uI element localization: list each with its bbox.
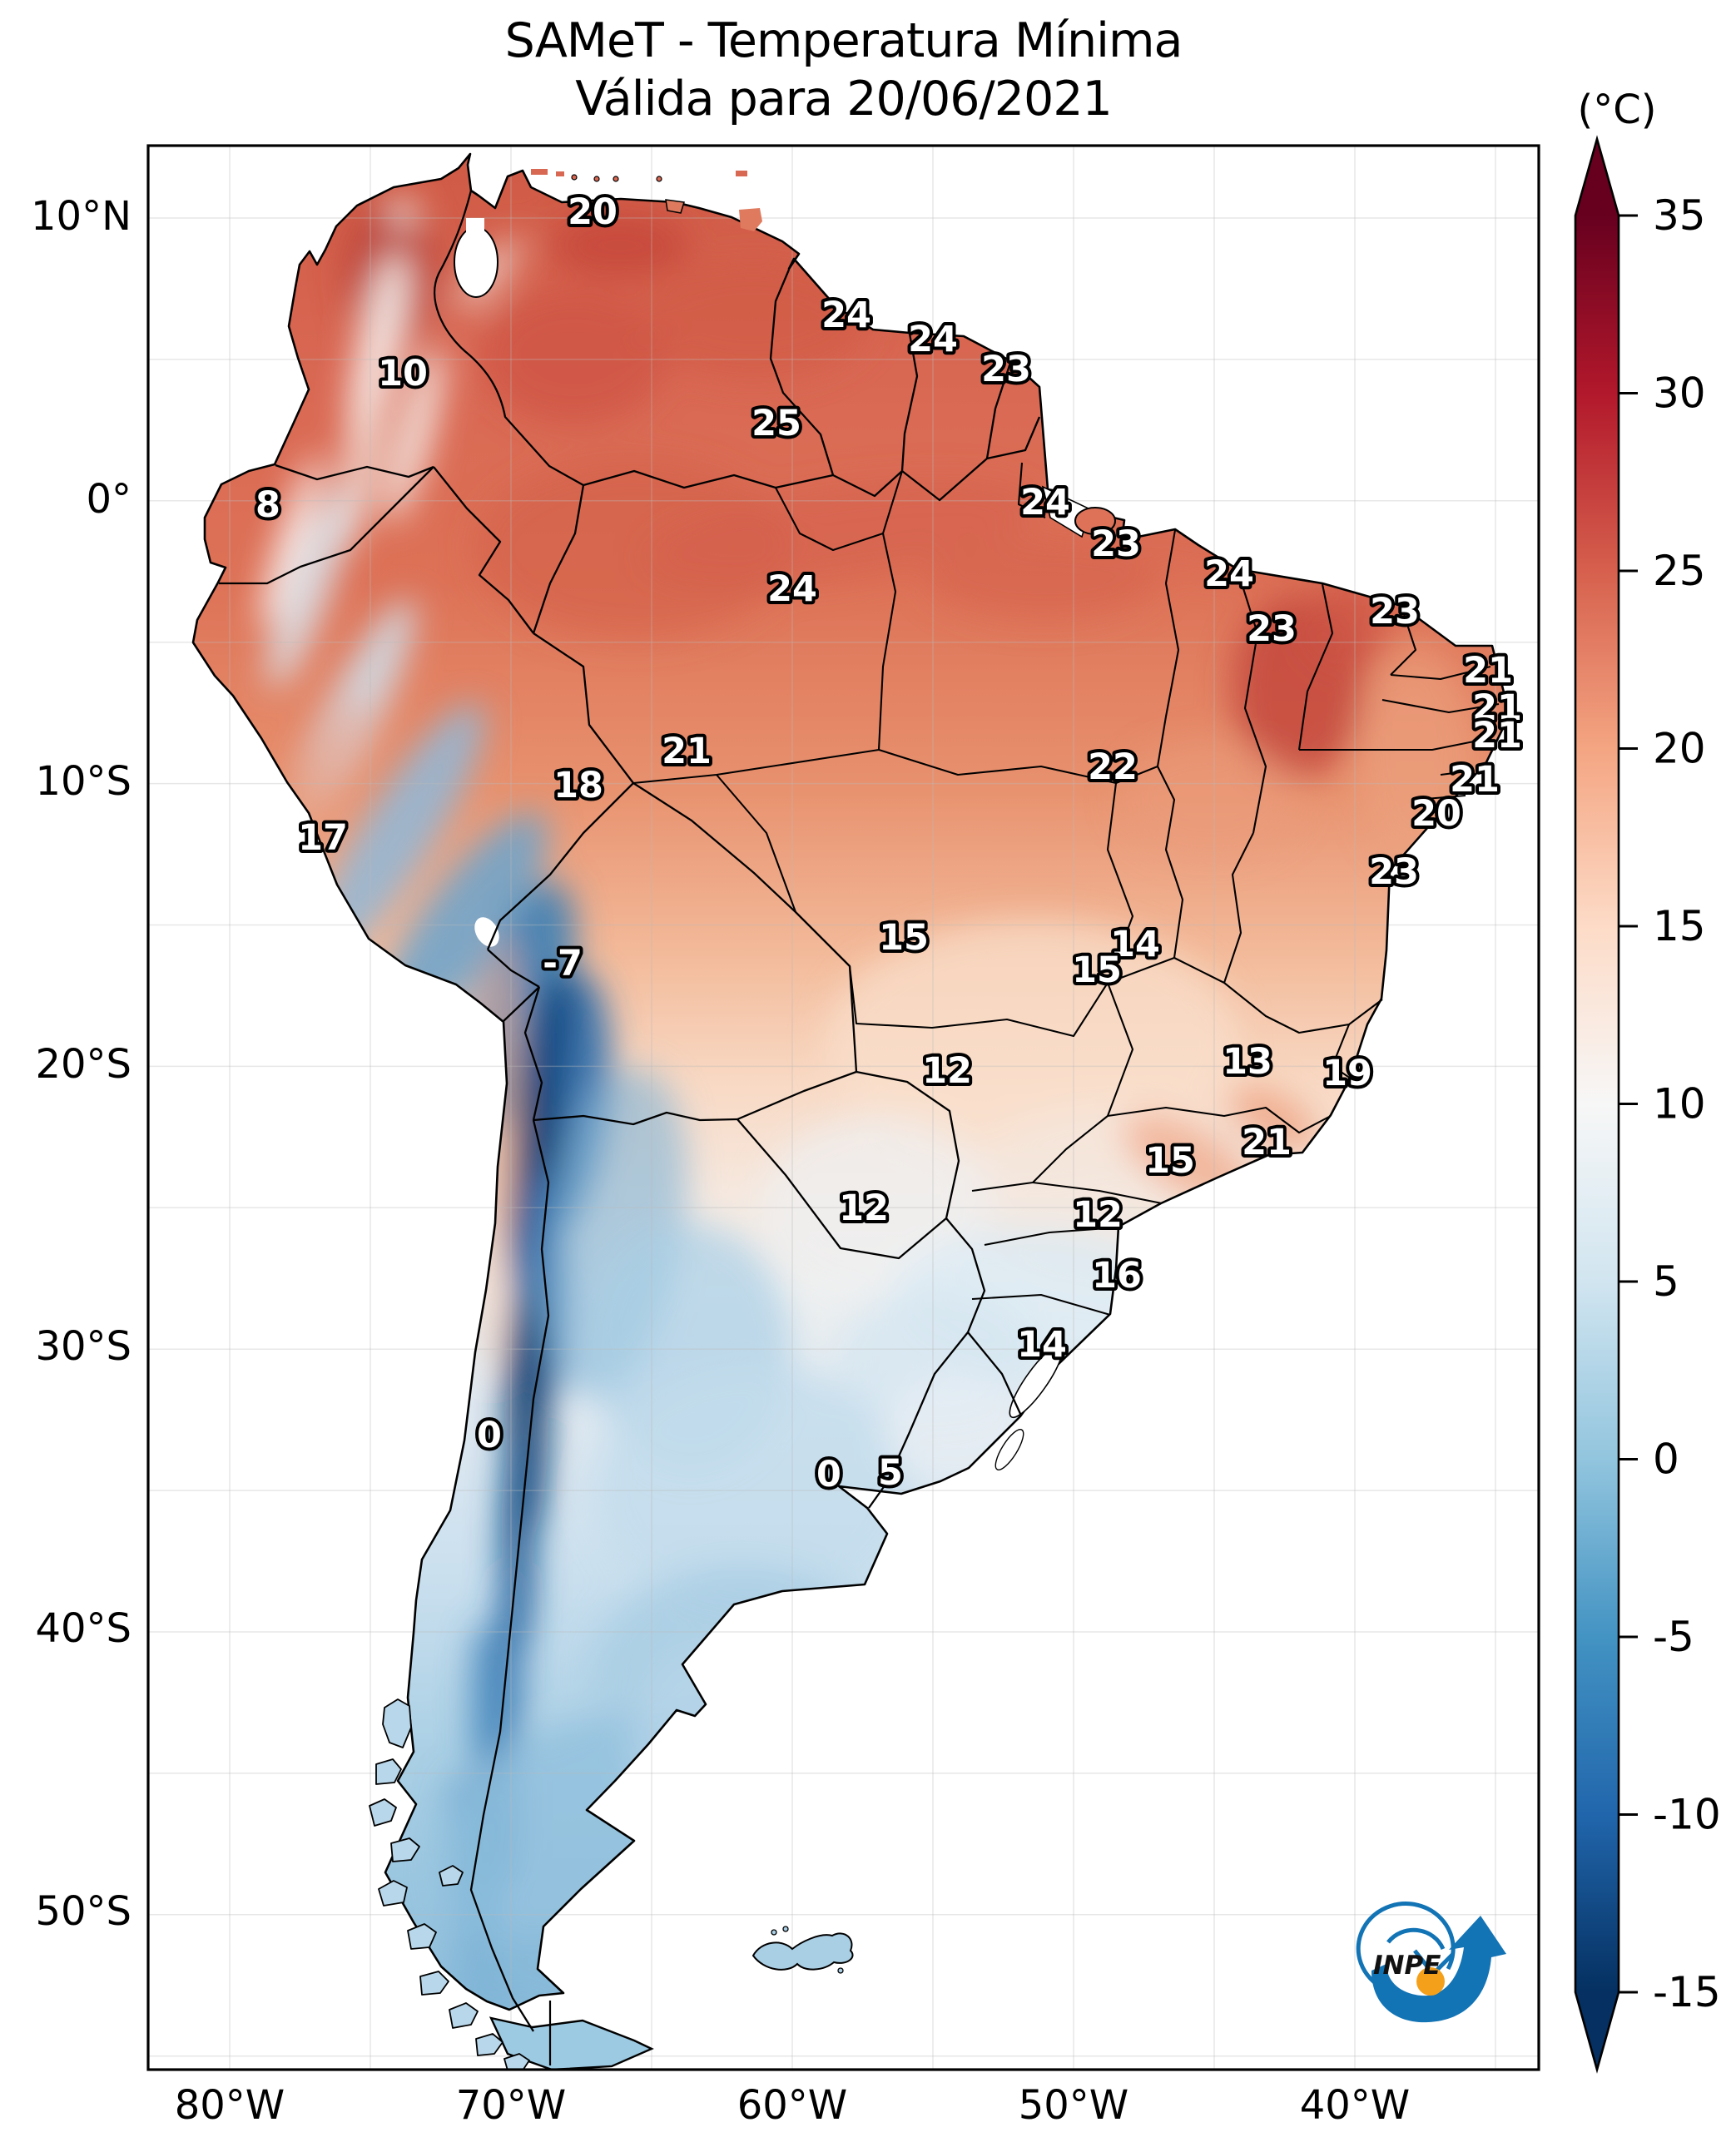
map-temp-label: 15	[1072, 950, 1122, 991]
colorbar-tick-label: 5	[1653, 1257, 1679, 1306]
y-axis-tick-label: 50°S	[35, 1888, 131, 1935]
map-temp-label: 21	[1242, 1122, 1292, 1163]
y-axis-tick-label: 10°N	[31, 193, 131, 240]
map-temp-label: 5	[878, 1452, 903, 1494]
margarita-island	[665, 199, 685, 214]
inpe-logo: INPE	[1356, 1902, 1506, 2023]
map-temp-label: -7	[543, 943, 583, 984]
colorbar-tick-label: -5	[1653, 1613, 1694, 1661]
map-temp-label: 24	[767, 568, 817, 610]
map-temp-label: 24	[1204, 553, 1254, 595]
colorbar-unit-label: (°C)	[1577, 87, 1657, 133]
caribbean-islets	[531, 169, 747, 182]
map-temp-label: 16	[1092, 1255, 1142, 1297]
colorbar-tick-label: 0	[1653, 1435, 1679, 1484]
map-temp-label: 23	[1369, 851, 1419, 893]
x-axis-tick-label: 50°W	[1018, 2082, 1129, 2129]
title-line-1: SAMeT - Temperatura Mínima	[504, 13, 1183, 68]
y-axis-tick-label: 20°S	[35, 1041, 131, 1088]
map-temp-label: 20	[568, 191, 618, 233]
x-axis-tick-label: 80°W	[174, 2082, 285, 2129]
map-temp-label: 15	[879, 917, 929, 959]
marajo-island	[1074, 507, 1116, 535]
y-axis-tick-label: 40°S	[35, 1605, 131, 1652]
logo-text: INPE	[1373, 1951, 1441, 1981]
logo-orbit-icon	[1356, 1902, 1456, 1991]
lagoa-dos-patos	[1009, 1344, 1064, 1419]
map-temp-label: 24	[821, 295, 871, 336]
map-temp-label: 8	[255, 484, 280, 526]
map-temp-label: 21	[1450, 759, 1500, 801]
graticule	[148, 146, 1539, 2070]
y-axis-tick-label: 30°S	[35, 1323, 131, 1370]
map-temp-label: 18	[553, 765, 603, 806]
x-axis-tick-label: 40°W	[1299, 2082, 1411, 2129]
map-temp-label: 0	[477, 1415, 502, 1456]
map-temp-label: 21	[1463, 650, 1513, 692]
colorbar-tick-label: -10	[1653, 1791, 1721, 1839]
map-temp-label: 24	[1020, 482, 1070, 523]
colorbar-tick-label: 35	[1653, 191, 1706, 240]
map-temp-label: 10	[378, 353, 428, 394]
map-temp-label: 14	[1110, 924, 1160, 965]
map-temp-label: 12	[922, 1050, 972, 1092]
colorbar-ticks: 35 30 25 20 15 10 5 0 -5 -10 -15	[1619, 191, 1721, 2016]
trinidad-island	[739, 208, 762, 231]
map-temp-label: 12	[839, 1188, 889, 1229]
map-temp-label: 13	[1223, 1041, 1272, 1083]
country-borders	[219, 190, 1041, 2032]
falkland-islands	[751, 1932, 854, 1971]
y-axis-tick-label: 0°	[86, 476, 131, 523]
map-temp-label: 0	[816, 1454, 841, 1495]
colorbar-tick-label: 15	[1653, 902, 1706, 950]
figure-title: SAMeT - Temperatura Mínima Válida para 2…	[148, 12, 1539, 128]
map-temp-label: 19	[1322, 1053, 1372, 1094]
map-temp-label: 23	[1247, 608, 1297, 650]
y-axis-tick-label: 10°S	[35, 758, 131, 805]
chilean-archipelago	[369, 1698, 530, 2070]
map-temp-label: 12	[1073, 1194, 1123, 1236]
map-temp-label: 17	[298, 817, 348, 859]
colorbar-tick-label: -15	[1653, 1968, 1721, 2016]
map-temp-label: 23	[981, 349, 1031, 390]
lagoa-mirim	[994, 1429, 1024, 1470]
coastline	[191, 152, 1508, 2011]
map-temp-label: 20	[1411, 793, 1461, 835]
map-temp-label: 25	[751, 403, 801, 444]
map-temp-label: 14	[1017, 1324, 1067, 1366]
title-line-2: Válida para 20/06/2021	[575, 72, 1113, 126]
map-temp-label: 24	[908, 319, 958, 360]
colorbar-tick-label: 30	[1653, 369, 1706, 418]
temperature-anomaly-blobs	[250, 199, 1506, 2070]
map-temp-label: 15	[1145, 1140, 1195, 1182]
map-temp-label: 21	[1472, 687, 1522, 729]
colorbar-tick-label: 25	[1653, 547, 1706, 595]
maracaibo-channel	[466, 218, 484, 240]
x-axis-tick-label: 70°W	[455, 2082, 567, 2129]
map-temp-label: 23	[1091, 523, 1141, 565]
colorbar-tick-label: 20	[1653, 725, 1706, 773]
logo-globe-dot-icon	[1416, 1967, 1445, 1996]
logo-swoosh-arrow-icon	[1371, 1916, 1506, 2023]
colorbar-tick-label: 10	[1653, 1080, 1706, 1128]
colorbar	[1574, 135, 1620, 2074]
map-temp-label: 23	[1370, 591, 1420, 632]
state-borders	[632, 462, 1500, 1316]
falkland-islets	[771, 1926, 844, 1974]
map-temp-label: 22	[1088, 746, 1138, 788]
logo-orbit-inner-icon	[1386, 1927, 1446, 1951]
map-temp-label: 21	[662, 731, 712, 772]
x-axis-tick-label: 60°W	[737, 2082, 848, 2129]
map-frame	[146, 144, 1540, 2071]
map-temp-label: 21	[1472, 715, 1522, 756]
